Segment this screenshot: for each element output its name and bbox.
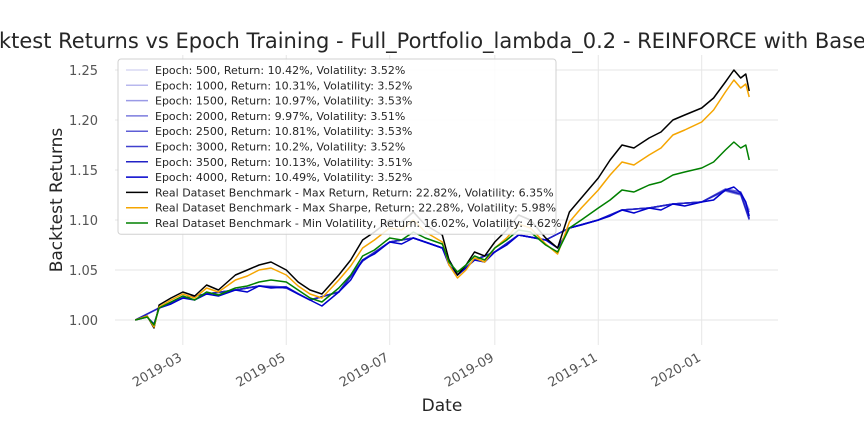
legend-entry: Real Dataset Benchmark - Min Volatility,… [155,217,561,230]
y-tick-label: 1.15 [69,164,98,179]
y-tick-label: 1.10 [69,214,98,229]
legend-box [117,58,557,235]
y-tick-label: 1.00 [69,314,98,329]
legend-entry: Epoch: 1000, Return: 10.31%, Volatility:… [155,79,412,92]
legend-entry: Epoch: 2000, Return: 9.97%, Volatility: … [155,110,405,123]
y-tick-label: 1.05 [69,264,98,279]
x-tick-label: 2019-05 [234,350,289,390]
legend: Epoch: 500, Return: 10.42%, Volatility: … [117,58,561,235]
x-tick-label: 2020-01 [649,350,704,390]
x-tick-label: 2019-03 [130,350,185,390]
legend-entry: Epoch: 3500, Return: 10.13%, Volatility:… [155,156,412,169]
legend-entry: Epoch: 500, Return: 10.42%, Volatility: … [155,64,405,77]
legend-entry: Epoch: 1500, Return: 10.97%, Volatility:… [155,95,412,108]
legend-entry: Real Dataset Benchmark - Max Sharpe, Ret… [155,202,556,215]
legend-entry: Real Dataset Benchmark - Max Return, Ret… [155,186,554,199]
y-tick-label: 1.20 [69,114,98,129]
chart-title: Backtest Returns vs Epoch Training - Ful… [0,29,864,54]
x-axis-label: Date [422,396,463,416]
y-tick-label: 1.25 [69,64,98,79]
y-axis-label: Backtest Returns [47,128,67,273]
series-line-11 [135,141,750,326]
legend-entry: Epoch: 4000, Return: 10.49%, Volatility:… [155,171,412,184]
legend-entry: Epoch: 2500, Return: 10.81%, Volatility:… [155,125,412,138]
x-tick-label: 2019-07 [337,350,392,390]
series-line-10 [135,79,750,328]
series-layer [134,69,750,329]
x-tick-label: 2019-11 [546,350,601,390]
series-line-8 [135,186,750,325]
x-tick-label: 2019-09 [442,350,497,390]
legend-entry: Epoch: 3000, Return: 10.2%, Volatility: … [155,141,405,154]
